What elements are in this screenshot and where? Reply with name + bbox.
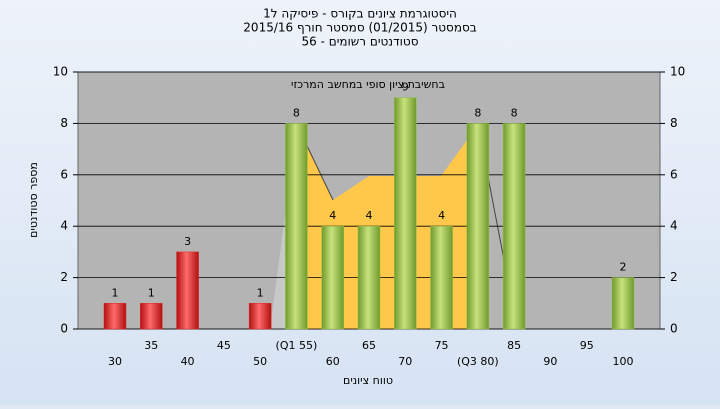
- bar: [357, 225, 381, 330]
- value-label: 1: [257, 286, 264, 299]
- value-label: 8: [474, 106, 481, 119]
- x-tick-label: 30: [108, 355, 122, 368]
- y2-tick-label: 2: [670, 270, 678, 284]
- x-axis-label: טווח ציונים: [343, 374, 393, 387]
- value-label: 1: [112, 286, 119, 299]
- x-tick-label: 85: [507, 339, 521, 352]
- x-tick-label: 70: [398, 355, 412, 368]
- y2-tick-label: 4: [670, 219, 678, 233]
- value-label: 2: [620, 261, 627, 274]
- x-tick-label: 60: [326, 355, 340, 368]
- bar: [103, 303, 127, 330]
- y-tick-label: 4: [60, 219, 68, 233]
- bar: [611, 277, 635, 330]
- y2-tick-label: 0: [670, 322, 678, 336]
- x-tick-label: 45: [217, 339, 231, 352]
- value-label: 4: [438, 209, 445, 222]
- x-tick-label: 75: [435, 339, 449, 352]
- x-tick-label: (Q3 80): [457, 355, 499, 368]
- value-label: 4: [366, 209, 373, 222]
- x-tick-label: 90: [543, 355, 557, 368]
- y-tick-label: 8: [60, 116, 68, 130]
- bar: [285, 123, 308, 330]
- bar: [502, 123, 526, 330]
- y-tick-label: 6: [60, 167, 68, 181]
- x-tick-label: 50: [253, 355, 267, 368]
- bar: [176, 251, 199, 330]
- y2-tick-label: 6: [670, 167, 678, 181]
- value-label: 8: [293, 106, 300, 119]
- y-tick-label: 0: [60, 322, 68, 336]
- value-label: 9: [402, 81, 409, 94]
- y-axis-label: מספר סטודנטים: [27, 162, 40, 238]
- x-tick-label: 65: [362, 339, 376, 352]
- bars: [103, 97, 635, 330]
- bar: [321, 225, 344, 330]
- chart-title: היסטוגרמת ציונים בקורס - פיסיקה ל1: [263, 7, 457, 21]
- bar: [248, 303, 272, 330]
- bar: [394, 97, 417, 330]
- value-label: 3: [184, 235, 191, 248]
- bar: [466, 123, 490, 330]
- x-tick-label: 35: [144, 339, 158, 352]
- y-tick-label: 2: [60, 270, 68, 284]
- bar: [430, 225, 453, 330]
- chart-subtitle: סטודנטים רשומים - 56: [301, 35, 418, 49]
- y2-tick-label: 10: [670, 65, 685, 79]
- x-tick-label: 40: [181, 355, 195, 368]
- value-label: 8: [511, 106, 518, 119]
- chart-subtitle: בסמסטר (01/2015) סמסטר חורף 2015/16: [243, 21, 476, 35]
- bar: [140, 303, 163, 330]
- y2-tick-label: 8: [670, 116, 678, 130]
- annotation: בחשיבת ציון סופי במחשב המרכזי: [291, 78, 445, 91]
- x-tick-label: 95: [580, 339, 594, 352]
- y-tick-label: 10: [53, 65, 68, 79]
- x-tick-label: (Q1 55): [276, 339, 318, 352]
- x-tick-label: 100: [613, 355, 634, 368]
- value-label: 4: [329, 209, 336, 222]
- value-label: 1: [148, 286, 155, 299]
